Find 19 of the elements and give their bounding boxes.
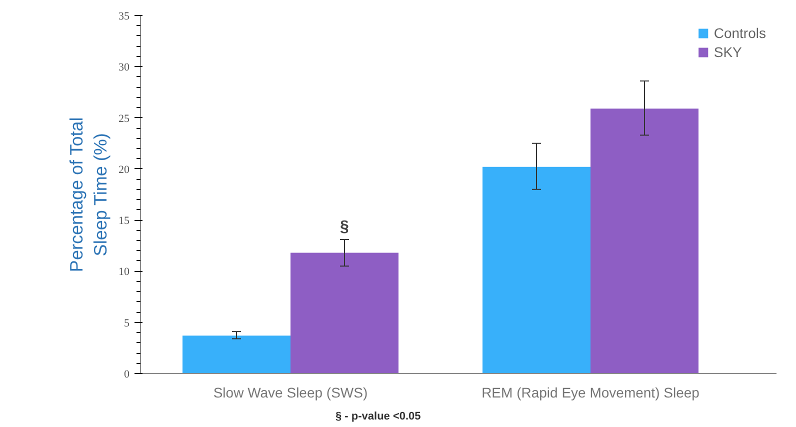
- y-tick-label: 0: [124, 368, 130, 380]
- legend-label: SKY: [714, 44, 742, 60]
- x-tick-label: REM (Rapid Eye Movement) Sleep: [482, 384, 700, 400]
- bar: [182, 336, 290, 374]
- annotation: §: [340, 218, 350, 236]
- y-tick-label: 20: [118, 164, 130, 176]
- legend-label: Controls: [714, 25, 766, 41]
- y-axis-title: Percentage of Total Sleep Time (%): [66, 117, 110, 272]
- y-tick-label: 30: [118, 62, 130, 74]
- y-tick-label: 35: [118, 10, 130, 22]
- bar: [290, 252, 398, 374]
- bar: [482, 166, 590, 374]
- text: § - p-value <0.05: [336, 410, 421, 422]
- bar: [590, 108, 698, 374]
- y-tick-label: 25: [118, 112, 130, 125]
- y-tick-label: 5: [124, 317, 130, 330]
- y-tick-label: 15: [118, 215, 130, 228]
- x-tick-label: Slow Wave Sleep (SWS): [213, 384, 368, 400]
- y-tick-label: 10: [118, 266, 130, 278]
